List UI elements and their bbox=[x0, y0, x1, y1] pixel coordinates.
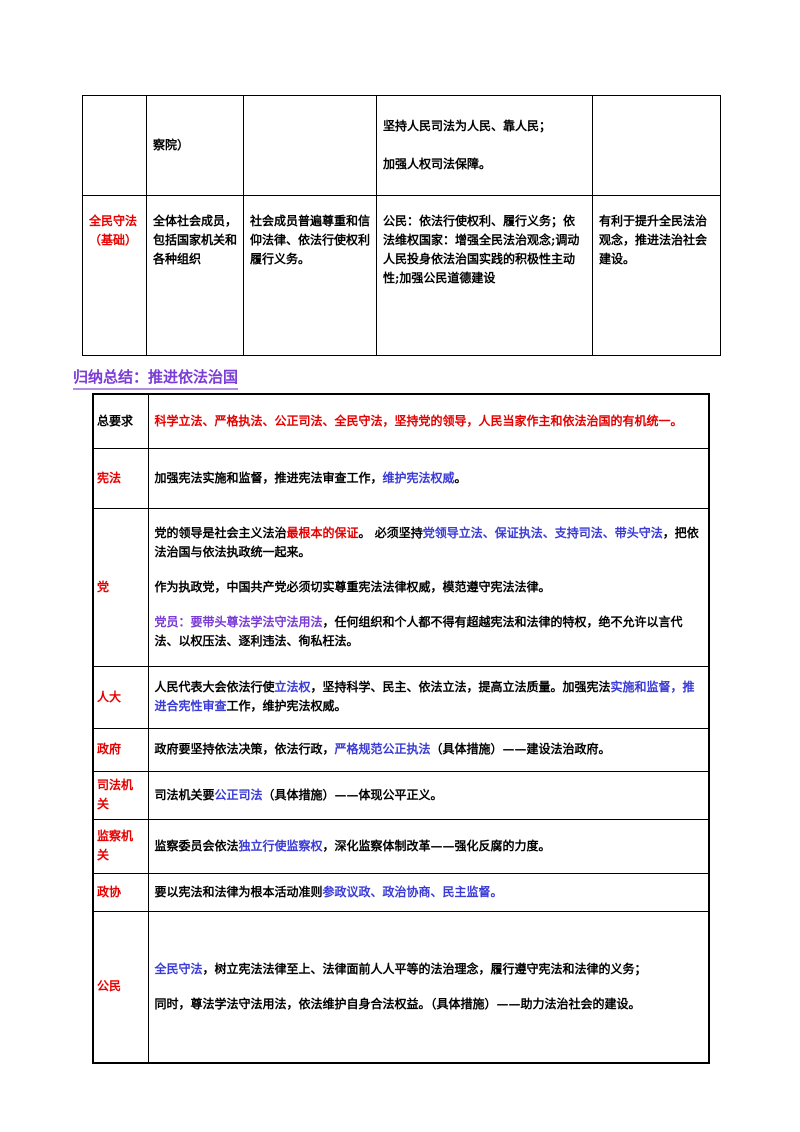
row-content: 全民守法，树立宪法法律至上、法律面前人人平等的法治理念，履行遵守宪法和法律的义务… bbox=[147, 910, 710, 1064]
paragraph: 同时，尊法学法守法用法，依法维护自身合法权益。（具体措施）——助力法治社会的建设… bbox=[155, 995, 703, 1014]
text-segment: 人民代表大会依法行使 bbox=[154, 680, 275, 694]
cell-text: 察院） bbox=[153, 138, 190, 152]
text-segment: ，坚持科学、民主、依法立法，提高立法质量。加强宪法 bbox=[310, 680, 611, 694]
table-row: 公民 全民守法，树立宪法法律至上、法律面前人人平等的法治理念，履行遵守宪法和法律的… bbox=[92, 910, 710, 1064]
table-row: 宪法 加强宪法实施和监督，推进宪法审查工作，维护宪法权威。 bbox=[92, 447, 710, 509]
table-cell: 公民：依法行使权利、履行义务；依法维权国家：增强全民法治观念;调动人民投身依法治… bbox=[376, 195, 593, 356]
text-segment: 。 必须坚持 bbox=[358, 525, 423, 540]
table-cell: 有利于提升全民法治观念，推进法治社会建设。 bbox=[592, 195, 721, 356]
row-content: 人民代表大会依法行使立法权，坚持科学、民主、依法立法，提高立法质量。加强宪法实施… bbox=[147, 665, 710, 729]
paragraph: 党的领导是社会主义法治最根本的保证。 必须坚持党领导立法、保证执法、支持司法、带… bbox=[155, 524, 703, 562]
row-content: 科学立法、严格执法、公正司法、全民守法，坚持党的领导，人民当家作主和依法治国的有… bbox=[147, 393, 710, 449]
row-label: 党 bbox=[92, 507, 149, 667]
section-heading: 归纳总结：推进依法治国 bbox=[73, 366, 239, 390]
text-segment: 科学立法、严格执法、公正司法、全民守法，坚持党的领导，人民当家作主和依法治国的有… bbox=[154, 413, 683, 428]
text-segment: 监察委员会依法 bbox=[154, 838, 239, 853]
text-segment: 实施和监督，推进合宪性审查 bbox=[154, 680, 695, 713]
row-label: 总要求 bbox=[92, 393, 149, 449]
text-segment: 政府要坚持依法决策，依法行政， bbox=[154, 742, 335, 756]
table-row: 总要求 科学立法、严格执法、公正司法、全民守法，坚持党的领导，人民当家作主和依法治… bbox=[92, 393, 710, 449]
row-label: 政协 bbox=[92, 872, 149, 912]
text-segment: 。 bbox=[454, 470, 467, 485]
paragraph: 全民守法，树立宪法法律至上、法律面前人人平等的法治理念，履行遵守宪法和法律的义务… bbox=[155, 960, 703, 979]
table-cell: 坚持人民司法为人民、靠人民； 加强人权司法保障。 bbox=[376, 95, 593, 196]
table-cell: 社会成员普遍尊重和信仰法律、依法行使权利履行义务。 bbox=[243, 195, 377, 356]
text-segment: ，树立宪法法律至上、法律面前人人平等的法治理念，履行遵守宪法和法律的义务； bbox=[202, 961, 647, 976]
table-row: 人大 人民代表大会依法行使立法权，坚持科学、民主、依法立法，提高立法质量。加强宪法… bbox=[92, 665, 710, 729]
table-cell bbox=[592, 95, 721, 196]
table-row: 政府 政府要坚持依法决策，依法行政，严格规范公正执法（具体措施）——建设法治政府。 bbox=[92, 727, 710, 772]
paragraph: 司法机关要公正司法（具体措施）——体现公平正义。 bbox=[155, 786, 703, 805]
row-label: 政府 bbox=[92, 727, 149, 772]
text-segment: 作为执政党，中国共产党必须切实尊重宪法法律权威，模范遵守宪法法律。 bbox=[154, 579, 551, 594]
table-row: 司法机关 司法机关要公正司法（具体措施）——体现公平正义。 bbox=[92, 770, 710, 820]
text-segment: ，把依法治国与依法执政统一起来。 bbox=[154, 525, 699, 559]
text-segment: （具体措施）——建设法治政府。 bbox=[430, 742, 611, 756]
text-segment: （具体措施）——体现公平正义。 bbox=[262, 787, 443, 802]
row-label: 监察机关 bbox=[92, 818, 149, 874]
summary-table: 总要求 科学立法、严格执法、公正司法、全民守法，坚持党的领导，人民当家作主和依法治… bbox=[92, 393, 710, 1064]
paragraph: 人民代表大会依法行使立法权，坚持科学、民主、依法立法，提高立法质量。加强宪法实施… bbox=[155, 678, 703, 716]
text-segment: 公正司法 bbox=[214, 787, 263, 802]
cell-text: 全体社会成员，包括国家机关和各种组织 bbox=[153, 214, 238, 266]
table-row: 党党的领导是社会主义法治最根本的保证。 必须坚持党领导立法、保证执法、支持司法、… bbox=[92, 507, 710, 667]
text-segment: 党领导立法、保证执法、支持司法、带头守法 bbox=[422, 525, 663, 540]
text-segment: 独立行使监察权 bbox=[238, 838, 323, 853]
text-segment: 司法机关要 bbox=[154, 787, 215, 802]
paragraph: 加强宪法实施和监督，推进宪法审查工作，维护宪法权威。 bbox=[155, 469, 703, 488]
row-content: 加强宪法实施和监督，推进宪法审查工作，维护宪法权威。 bbox=[147, 447, 710, 509]
text-segment: 全民守法 bbox=[154, 961, 203, 976]
paragraph: 监察委员会依法独立行使监察权，深化监察体制改革——强化反腐的力度。 bbox=[155, 837, 703, 856]
table-cell: 全体社会成员，包括国家机关和各种组织 bbox=[146, 195, 244, 356]
text-segment: 维护宪法权威 bbox=[382, 470, 455, 485]
row-content: 党的领导是社会主义法治最根本的保证。 必须坚持党领导立法、保证执法、支持司法、带… bbox=[147, 507, 710, 667]
text-segment: 党的领导是社会主义法治 bbox=[154, 525, 287, 540]
table-cell bbox=[82, 95, 147, 196]
text-segment: 要以宪法和法律为根本活动准则 bbox=[154, 884, 323, 899]
paragraph: 科学立法、严格执法、公正司法、全民守法，坚持党的领导，人民当家作主和依法治国的有… bbox=[155, 412, 703, 431]
text-segment: 党员：要带头尊法学法守法用法 bbox=[154, 614, 323, 629]
table-cell bbox=[243, 95, 377, 196]
text-segment: 最根本的保证 bbox=[286, 525, 359, 540]
paragraph: 政府要坚持依法决策，依法行政，严格规范公正执法（具体措施）——建设法治政府。 bbox=[155, 740, 703, 759]
row-content: 监察委员会依法独立行使监察权，深化监察体制改革——强化反腐的力度。 bbox=[147, 818, 710, 874]
row-label: 司法机关 bbox=[92, 770, 149, 820]
table-row: 全民守法（基础） 全体社会成员，包括国家机关和各种组织 社会成员普遍尊重和信仰法律、… bbox=[82, 195, 721, 356]
cell-text: 有利于提升全民法治观念，推进法治社会建设。 bbox=[599, 214, 708, 266]
table-row: 察院） 坚持人民司法为人民、靠人民； 加强人权司法保障。 bbox=[82, 95, 721, 196]
table-cell: 察院） bbox=[146, 95, 244, 196]
text-segment: 立法权 bbox=[274, 680, 311, 694]
paragraph: 党员：要带头尊法学法守法用法，任何组织和个人都不得有超越宪法和法律的特权，绝不允… bbox=[155, 613, 703, 651]
table-row: 政协 要以宪法和法律为根本活动准则参政议政、政治协商、民主监督。 bbox=[92, 872, 710, 912]
text-segment: 严格规范公正执法 bbox=[334, 742, 431, 756]
text-segment: ，任何组织和个人都不得有超越宪法和法律的特权，绝不允许以言代法、以权压法、逐利违… bbox=[154, 614, 683, 648]
paragraph: 作为执政党，中国共产党必须切实尊重宪法法律权威，模范遵守宪法法律。 bbox=[155, 578, 703, 597]
text-segment: 同时，尊法学法守法用法，依法维护自身合法权益。（具体措施）——助力法治社会的建设… bbox=[154, 996, 641, 1011]
top-table: 察院） 坚持人民司法为人民、靠人民； 加强人权司法保障。全民守法（基础） 全体社会成员… bbox=[82, 95, 721, 356]
table-row: 监察机关 监察委员会依法独立行使监察权，深化监察体制改革——强化反腐的力度。 bbox=[92, 818, 710, 874]
cell-text: 公民：依法行使权利、履行义务；依法维权国家：增强全民法治观念;调动人民投身依法治… bbox=[383, 214, 580, 285]
row-label: 人大 bbox=[92, 665, 149, 729]
row-label: 宪法 bbox=[92, 447, 149, 509]
row-content: 政府要坚持依法决策，依法行政，严格规范公正执法（具体措施）——建设法治政府。 bbox=[147, 727, 710, 772]
paragraph: 要以宪法和法律为根本活动准则参政议政、政治协商、民主监督。 bbox=[155, 883, 703, 902]
text-segment: 加强宪法实施和监督，推进宪法审查工作， bbox=[154, 470, 383, 485]
text-segment: ，深化监察体制改革——强化反腐的力度。 bbox=[322, 838, 551, 853]
row-label: 公民 bbox=[92, 910, 149, 1064]
cell-text: 全民守法（基础） bbox=[89, 214, 138, 247]
row-content: 要以宪法和法律为根本活动准则参政议政、政治协商、民主监督。 bbox=[147, 872, 710, 912]
text-segment: 工作，维护宪法权威。 bbox=[226, 699, 347, 713]
cell-text: 坚持人民司法为人民、靠人民； bbox=[383, 119, 552, 133]
table-cell: 全民守法（基础） bbox=[82, 195, 147, 356]
row-content: 司法机关要公正司法（具体措施）——体现公平正义。 bbox=[147, 770, 710, 820]
cell-text: 加强人权司法保障。 bbox=[383, 157, 492, 171]
cell-text: 社会成员普遍尊重和信仰法律、依法行使权利履行义务。 bbox=[250, 214, 371, 266]
text-segment: 参政议政、政治协商、民主监督。 bbox=[322, 884, 503, 899]
